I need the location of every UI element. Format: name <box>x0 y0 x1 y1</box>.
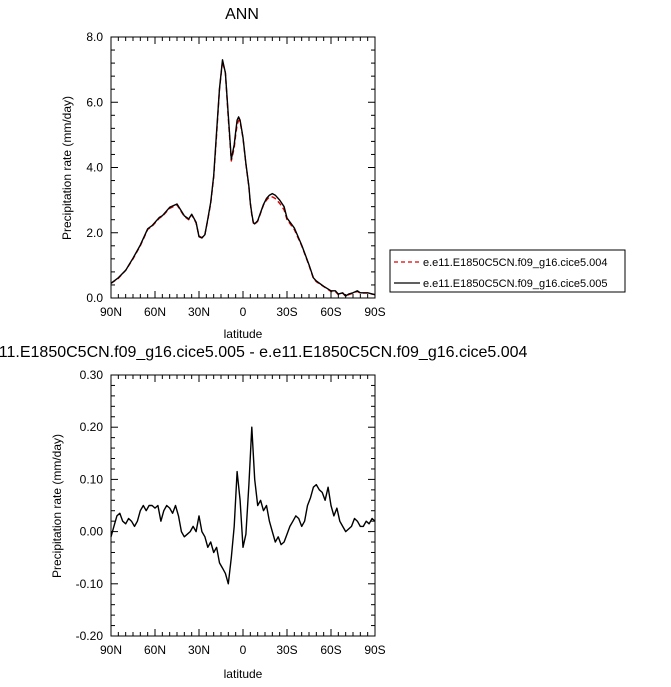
bottom-y-tick-label: 0.20 <box>80 420 104 434</box>
y-axis-label-bottom: Precipitation rate (mm/day) <box>50 434 64 578</box>
top-y-tick-label: 6.0 <box>86 95 103 109</box>
bottom-y-tick-label: -0.10 <box>76 577 104 591</box>
bottom-x-tick-label: 0 <box>240 643 247 657</box>
y-axis-label-top: Precipitation rate (mm/day) <box>60 96 74 240</box>
top-y-tick-label: 4.0 <box>86 161 103 175</box>
top-x-tick-label: 0 <box>240 305 247 319</box>
bottom-y-tick-label: 0.00 <box>80 525 104 539</box>
bottom-y-tick-label: 0.10 <box>80 472 104 486</box>
top-x-tick-label: 60S <box>320 305 341 319</box>
bottom-x-tick-label: 90N <box>100 643 122 657</box>
legend-label-005: e.e11.E1850C5CN.f09_g16.cice5.005 <box>423 278 608 290</box>
bottom-y-tick-label: 0.30 <box>80 368 104 382</box>
bottom-series-0 <box>110 426 376 585</box>
top-x-tick-label: 90N <box>100 305 122 319</box>
top-y-tick-label: 0.0 <box>86 291 103 305</box>
bottom-x-tick-label: 30S <box>276 643 297 657</box>
legend-box <box>389 249 626 293</box>
bottom-x-tick-label: 30N <box>188 643 210 657</box>
legend-label-004: e.e11.E1850C5CN.f09_g16.cice5.004 <box>423 257 608 269</box>
top-y-tick-label: 8.0 <box>86 30 103 44</box>
top-x-tick-label: 30S <box>276 305 297 319</box>
bottom-x-tick-label: 90S <box>364 643 385 657</box>
bottom-x-tick-label: 60N <box>144 643 166 657</box>
x-axis-label-bottom: latitude <box>224 667 263 681</box>
bottom-x-tick-label: 60S <box>320 643 341 657</box>
top-x-tick-label: 60N <box>144 305 166 319</box>
top-series-0 <box>110 60 376 298</box>
top-x-tick-label: 30N <box>188 305 210 319</box>
x-axis-label-top: latitude <box>224 327 263 341</box>
chart-title-top: ANN <box>225 6 259 23</box>
legend: e.e11.E1850C5CN.f09_g16.cice5.004 e.e11.… <box>389 249 626 293</box>
bottom-chart: e.e11.E1850C5CN.f09_g16.cice5.005 - e.e1… <box>0 344 528 681</box>
top-plot-frame <box>110 36 376 299</box>
top-series-1 <box>110 59 376 297</box>
top-chart: ANN 90N 60N 30N 0 30S 60S 90S 0.0 2.0 4.0 6.0 8.0 l… <box>60 6 386 341</box>
chart-title-bottom: e.e11.E1850C5CN.f09_g16.cice5.005 - e.e1… <box>0 344 528 361</box>
top-y-tick-label: 2.0 <box>86 226 103 240</box>
bottom-y-tick-label: -0.20 <box>76 629 104 643</box>
top-x-tick-label: 90S <box>364 305 385 319</box>
